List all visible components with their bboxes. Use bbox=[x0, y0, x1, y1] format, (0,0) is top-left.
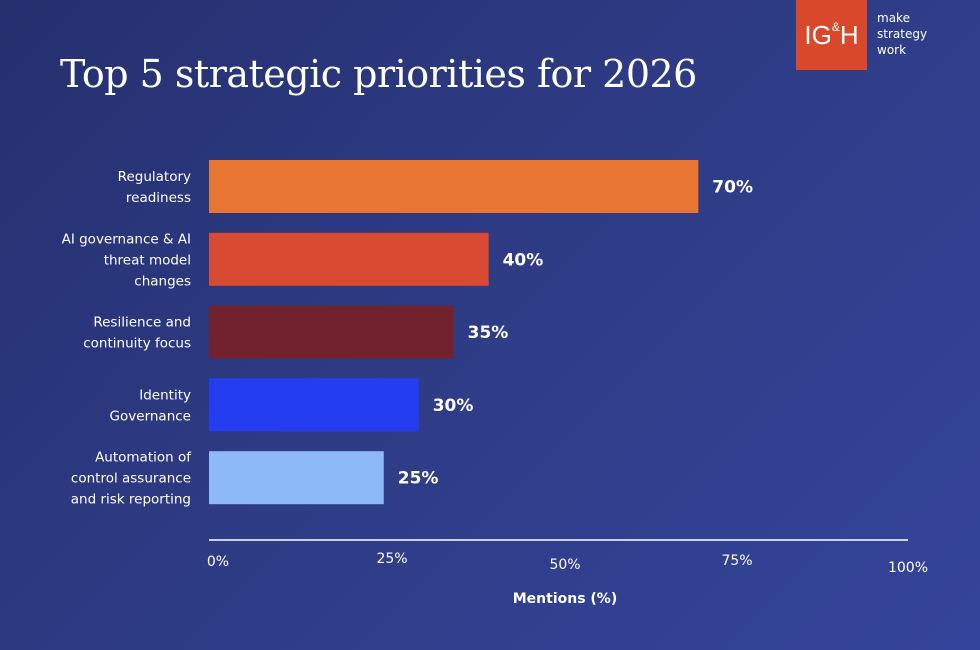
x-tick-label: 75% bbox=[721, 553, 752, 569]
bar bbox=[209, 378, 419, 432]
x-tick-label: 50% bbox=[549, 557, 580, 573]
category-label: and risk reporting bbox=[71, 492, 191, 508]
category-label: changes bbox=[134, 273, 191, 289]
data-label: 25% bbox=[398, 469, 439, 489]
category-label: readiness bbox=[126, 190, 191, 206]
data-label: 40% bbox=[503, 250, 544, 270]
bar bbox=[209, 160, 699, 213]
bar bbox=[209, 305, 454, 359]
brand-tagline: make strategy work bbox=[877, 10, 927, 58]
logo-text-right: H bbox=[839, 19, 859, 50]
x-tick-label: 100% bbox=[888, 560, 928, 576]
data-label: 70% bbox=[712, 178, 753, 198]
x-tick-label: 25% bbox=[376, 551, 407, 567]
category-label: control assurance bbox=[71, 471, 191, 487]
tagline-line: work bbox=[877, 43, 907, 57]
logo-text-left: IG bbox=[804, 19, 832, 50]
category-label: Identity bbox=[139, 387, 191, 403]
tagline-line: strategy bbox=[877, 27, 928, 41]
category-label: Resilience and bbox=[93, 315, 191, 331]
x-axis-title: Mentions (%) bbox=[513, 591, 618, 607]
chart-title: Top 5 strategic priorities for 2026 bbox=[60, 52, 697, 96]
data-label: 30% bbox=[433, 396, 474, 416]
category-label: threat model bbox=[104, 252, 191, 268]
bar bbox=[209, 451, 384, 505]
data-label: 35% bbox=[468, 323, 509, 343]
tagline-line: make bbox=[877, 11, 910, 25]
category-label: Governance bbox=[110, 408, 191, 424]
x-tick-label: 0% bbox=[207, 554, 229, 570]
logo-text-amp: & bbox=[831, 20, 840, 34]
category-label: AI governance & AI bbox=[62, 231, 191, 247]
category-label: continuity focus bbox=[83, 336, 191, 352]
brand-logo: IG & H bbox=[796, 0, 867, 70]
category-label: Automation of bbox=[95, 450, 192, 466]
bar bbox=[209, 232, 489, 286]
category-label: Regulatory bbox=[118, 169, 191, 185]
